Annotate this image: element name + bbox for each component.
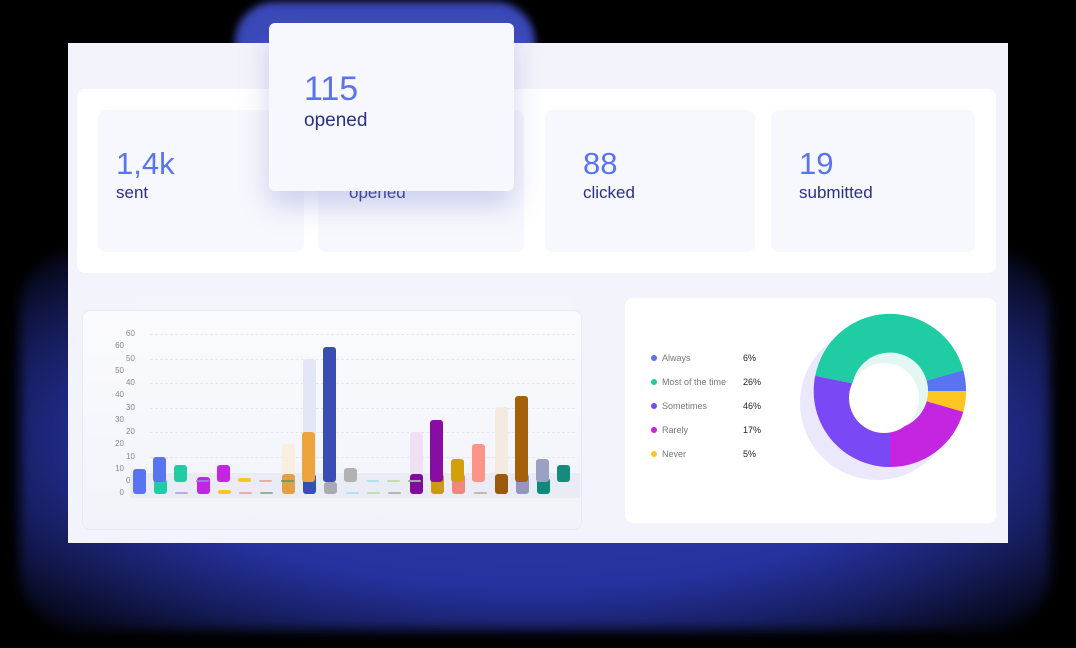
bar <box>366 480 379 482</box>
bar <box>387 480 400 482</box>
y-tick: 40 <box>126 378 135 387</box>
legend-item-never: Never <box>651 448 686 460</box>
gridline <box>150 408 575 409</box>
bar <box>472 444 485 482</box>
legend-label: Sometimes <box>662 401 708 411</box>
y-tick: 50 <box>126 354 135 363</box>
legend-label: Never <box>662 449 687 459</box>
bar <box>239 492 252 494</box>
gridline <box>150 359 575 360</box>
stat-card-submitted: 19 submitted <box>771 110 975 252</box>
bar <box>495 474 508 494</box>
bar <box>537 478 550 494</box>
segment-rarely <box>890 401 964 468</box>
bar <box>175 492 188 494</box>
donut-chart <box>800 313 967 480</box>
bar <box>196 480 209 482</box>
highlight-card-opened: 115 opened <box>269 23 514 191</box>
stat-value: 88 <box>583 146 618 181</box>
legend-item-always: Always <box>651 352 691 364</box>
bar <box>495 407 508 474</box>
highlight-label: opened <box>304 110 368 131</box>
y-tick: 0 <box>119 488 124 497</box>
bar <box>238 478 251 482</box>
bar <box>282 444 295 474</box>
legend-percent: 46% <box>743 401 762 411</box>
y-tick: 20 <box>115 439 124 448</box>
legend-item-rarely: Rarely <box>651 424 688 436</box>
bar <box>153 457 166 482</box>
legend-dot-icon <box>651 378 657 385</box>
segment-sometimes <box>813 375 890 468</box>
gridline <box>150 334 575 335</box>
legend-label: Most of the time <box>662 377 727 387</box>
gridline <box>150 383 575 384</box>
bar <box>260 492 273 494</box>
bar <box>154 479 167 494</box>
bar <box>282 474 295 494</box>
segment-most-of-the-time <box>815 313 964 384</box>
y-tick: 10 <box>126 452 135 461</box>
bar <box>408 480 421 482</box>
bar <box>557 465 570 482</box>
y-tick: 20 <box>126 427 135 436</box>
stat-label: submitted <box>799 183 873 202</box>
stat-label: clicked <box>583 183 635 202</box>
stat-value: 19 <box>799 146 834 181</box>
bar <box>410 432 423 474</box>
bar <box>302 432 315 482</box>
legend-percent: 17% <box>743 425 762 435</box>
bar <box>259 480 272 482</box>
y-tick: 60 <box>126 329 135 338</box>
legend-label: Rarely <box>662 425 689 435</box>
legend-item-most-of-the-time: Most of the time <box>651 376 726 388</box>
y-tick: 30 <box>126 403 135 412</box>
legend-dot-icon <box>651 402 657 409</box>
highlight-value: 115 <box>304 70 359 108</box>
gridline <box>150 432 575 433</box>
y-tick: 30 <box>115 415 124 424</box>
segment-never <box>926 391 967 412</box>
stat-value: 1,4k <box>116 146 175 181</box>
bar <box>388 492 401 494</box>
legend-dot-icon <box>651 450 657 457</box>
gridline <box>150 457 575 458</box>
stat-label: sent <box>116 183 149 202</box>
bar <box>451 459 464 482</box>
legend-dot-icon <box>651 354 657 361</box>
bar <box>346 492 359 494</box>
legend-percent: 26% <box>743 377 762 387</box>
bar <box>474 492 487 494</box>
bar <box>536 459 549 482</box>
bar <box>217 465 230 482</box>
legend-percent: 6% <box>743 353 757 363</box>
y-tick: 0 <box>126 476 131 485</box>
legend-label: Always <box>662 353 691 363</box>
donut-chart-card: Always 6% Most of the time 26% Sometimes… <box>625 298 996 523</box>
bar <box>410 474 423 494</box>
y-tick: 10 <box>115 464 124 473</box>
bar <box>218 490 231 494</box>
bar <box>324 482 337 494</box>
stat-card-clicked: 88 clicked <box>545 110 755 252</box>
bar <box>281 480 294 482</box>
bar <box>323 347 336 482</box>
y-tick: 60 <box>115 341 124 350</box>
y-tick: 40 <box>115 390 124 399</box>
legend-item-sometimes: Sometimes <box>651 400 707 412</box>
bar <box>430 420 443 482</box>
segment-always <box>926 370 967 391</box>
donut-hole <box>849 363 919 433</box>
bar <box>174 465 187 482</box>
bar <box>515 396 528 482</box>
y-tick: 50 <box>115 366 124 375</box>
bar <box>133 469 146 494</box>
legend-percent: 5% <box>743 449 757 459</box>
donut-segments <box>813 313 967 468</box>
bar <box>344 468 357 482</box>
bar <box>367 492 380 494</box>
legend-dot-icon <box>651 426 657 433</box>
